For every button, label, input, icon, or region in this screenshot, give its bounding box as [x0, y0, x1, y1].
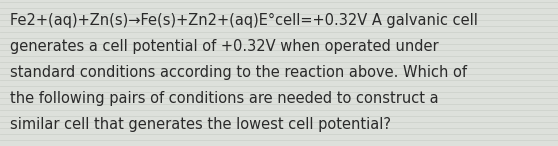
Text: Fe2+(aq)+Zn(s)→Fe(s)+Zn2+(aq)E°cell=+0.32V A galvanic cell: Fe2+(aq)+Zn(s)→Fe(s)+Zn2+(aq)E°cell=+0.3… — [10, 13, 478, 28]
Text: generates a cell potential of +0.32V when operated under: generates a cell potential of +0.32V whe… — [10, 39, 439, 54]
Text: standard conditions according to the reaction above. Which of: standard conditions according to the rea… — [10, 65, 467, 80]
Text: the following pairs of conditions are needed to construct a: the following pairs of conditions are ne… — [10, 91, 439, 106]
Text: similar cell that generates the lowest cell potential?: similar cell that generates the lowest c… — [10, 117, 391, 132]
